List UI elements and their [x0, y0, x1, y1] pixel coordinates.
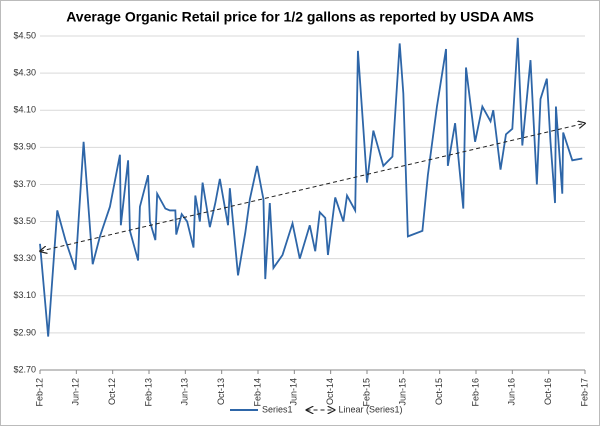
x-tick-label: Feb-16: [470, 378, 480, 407]
y-tick-label: $4.50: [13, 30, 36, 40]
y-tick-label: $2.90: [13, 327, 36, 337]
chart-title: Average Organic Retail price for 1/2 gal…: [66, 9, 534, 25]
x-tick-label: Feb-15: [361, 378, 371, 407]
y-tick-label: $3.50: [13, 216, 36, 226]
x-tick-label: Oct-14: [325, 378, 335, 405]
x-tick-label: Jun-14: [289, 378, 299, 406]
y-tick-label: $4.30: [13, 67, 36, 77]
x-tick-label: Jun-12: [71, 378, 81, 406]
x-tick-label: Jun-16: [507, 378, 517, 406]
x-tick-label: Feb-14: [252, 378, 262, 407]
y-tick-label: $2.70: [13, 364, 36, 374]
y-tick-label: $3.90: [13, 142, 36, 152]
trend-line: [40, 123, 585, 251]
x-tick-label: Feb-17: [579, 378, 589, 407]
y-tick-label: $3.70: [13, 179, 36, 189]
x-tick-label: Feb-12: [34, 378, 44, 407]
legend-label: Linear (Series1): [339, 404, 403, 414]
x-tick-label: Oct-13: [216, 378, 226, 405]
y-tick-label: $4.10: [13, 105, 36, 115]
x-tick-label: Feb-13: [143, 378, 153, 407]
x-tick-label: Oct-12: [107, 378, 117, 405]
x-tick-label: Jun-15: [398, 378, 408, 406]
legend-label: Series1: [262, 404, 293, 414]
x-tick-label: Oct-16: [543, 378, 553, 405]
y-tick-label: $3.30: [13, 253, 36, 263]
x-tick-label: Oct-15: [434, 378, 444, 405]
y-tick-label: $3.10: [13, 290, 36, 300]
x-tick-label: Jun-13: [180, 378, 190, 406]
